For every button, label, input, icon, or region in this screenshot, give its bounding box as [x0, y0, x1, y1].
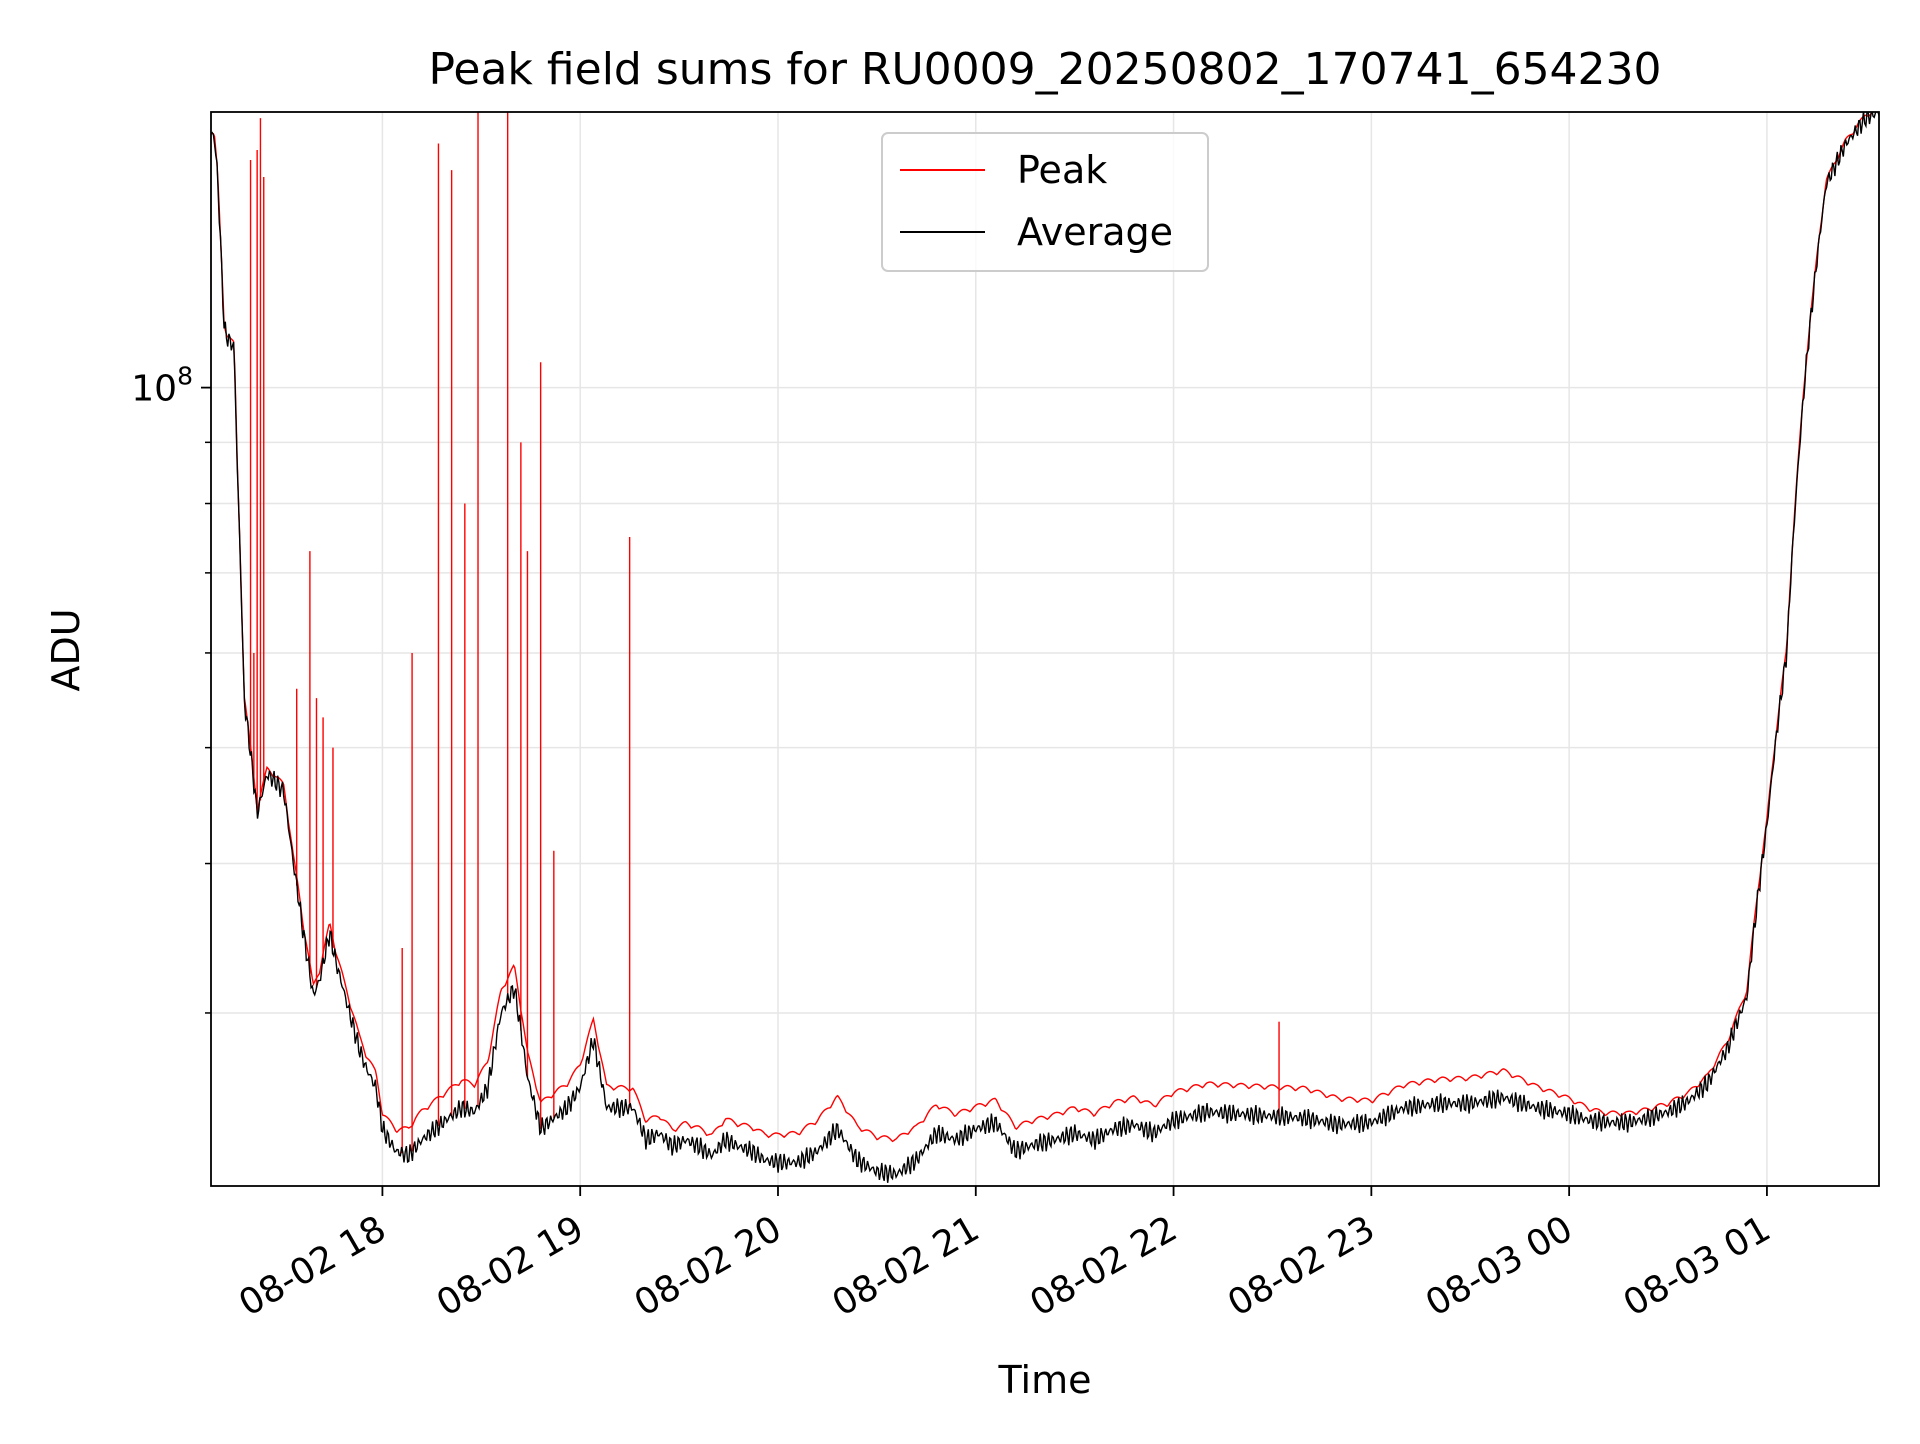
peak-series-line	[211, 112, 1873, 1143]
grid	[211, 112, 1879, 1186]
legend-box	[881, 132, 1209, 272]
legend: Peak Average	[881, 132, 1209, 272]
plot-frame	[210, 111, 1880, 1187]
y-axis-ticks: 108	[131, 362, 211, 1014]
y-tick-label: 108	[131, 362, 193, 410]
chart-title: Peak field sums for RU0009_20250802_1707…	[428, 44, 1661, 95]
legend-peak-label: Peak	[1017, 148, 1107, 192]
x-axis-label: Time	[998, 1358, 1092, 1402]
average-series-line	[211, 112, 1879, 1183]
plot-lines	[211, 112, 1879, 1183]
y-axis-label: ADU	[44, 608, 88, 691]
legend-average-label: Average	[1017, 210, 1173, 254]
